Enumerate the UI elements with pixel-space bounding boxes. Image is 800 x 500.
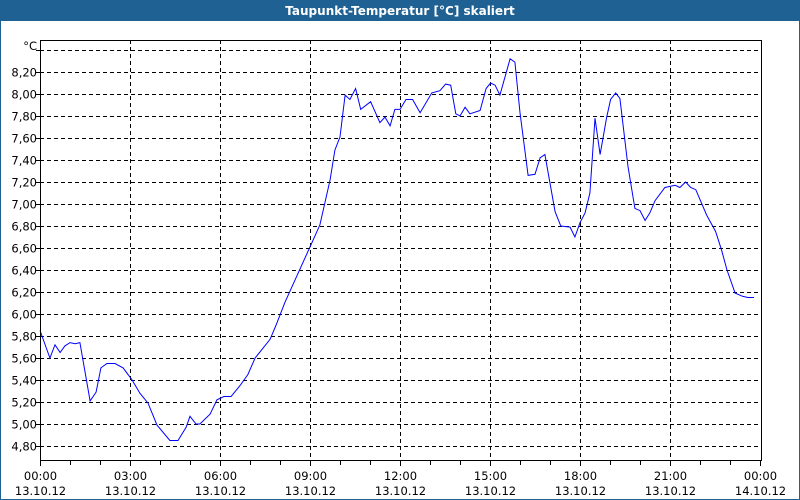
- y-tick-label: 4,80: [11, 440, 37, 454]
- x-tick-time-label: 18:00: [564, 469, 597, 483]
- y-tick-label: 5,20: [11, 396, 37, 410]
- y-tick-label: 6,80: [11, 220, 37, 234]
- x-tick-time-label: 06:00: [204, 469, 237, 483]
- y-axis-unit-label: °C: [23, 39, 37, 53]
- x-tick-time-label: 21:00: [654, 469, 687, 483]
- series-line-taupunkt: [39, 57, 754, 441]
- axis-labels: 4,80 5,00 5,20 5,40 5,60 5,80 6,00 6,20 6,40 6,60…: [11, 66, 786, 499]
- y-tick-label: 5,00: [11, 418, 37, 432]
- x-tick-time-label: 15:00: [474, 469, 507, 483]
- plot-frame: [40, 40, 762, 461]
- x-tick-date-label: 13.10.12: [465, 484, 516, 498]
- x-tick-date-label: 13.10.12: [375, 484, 426, 498]
- y-tick-label: 5,80: [11, 330, 37, 344]
- y-tick-label: 7,40: [11, 154, 37, 168]
- y-tick-label: 5,40: [11, 374, 37, 388]
- y-tick-label: 8,20: [11, 66, 37, 80]
- y-tick-label: 5,60: [11, 352, 37, 366]
- x-tick-date-label: 13.10.12: [195, 484, 246, 498]
- grid: [40, 40, 762, 460]
- y-tick-label: 6,40: [11, 264, 37, 278]
- x-tick-date-label: 13.10.12: [105, 484, 156, 498]
- y-tick-label: 6,00: [11, 308, 37, 322]
- x-tick-date-label: 13.10.12: [645, 484, 696, 498]
- x-tick-date-label: 13.10.12: [555, 484, 606, 498]
- axis-ticks: [36, 50, 761, 466]
- y-tick-label: 6,20: [11, 286, 37, 300]
- y-tick-label: 7,60: [11, 132, 37, 146]
- x-tick-time-label: 12:00: [384, 469, 417, 483]
- x-tick-time-label: 03:00: [114, 469, 147, 483]
- y-tick-label: 7,00: [11, 198, 37, 212]
- x-tick-date-label: 14.10.12: [735, 484, 786, 498]
- x-tick-time-label: 00:00: [744, 469, 777, 483]
- x-tick-time-label: 00:00: [24, 469, 57, 483]
- y-tick-label: 8,00: [11, 88, 37, 102]
- y-tick-label: 7,20: [11, 176, 37, 190]
- x-tick-date-label: 13.10.12: [15, 484, 66, 498]
- y-tick-label: 6,60: [11, 242, 37, 256]
- y-tick-label: 7,80: [11, 110, 37, 124]
- x-tick-time-label: 09:00: [294, 469, 327, 483]
- x-tick-date-label: 13.10.12: [285, 484, 336, 498]
- chart-title: Taupunkt-Temperatur [°C] skaliert: [1, 1, 799, 21]
